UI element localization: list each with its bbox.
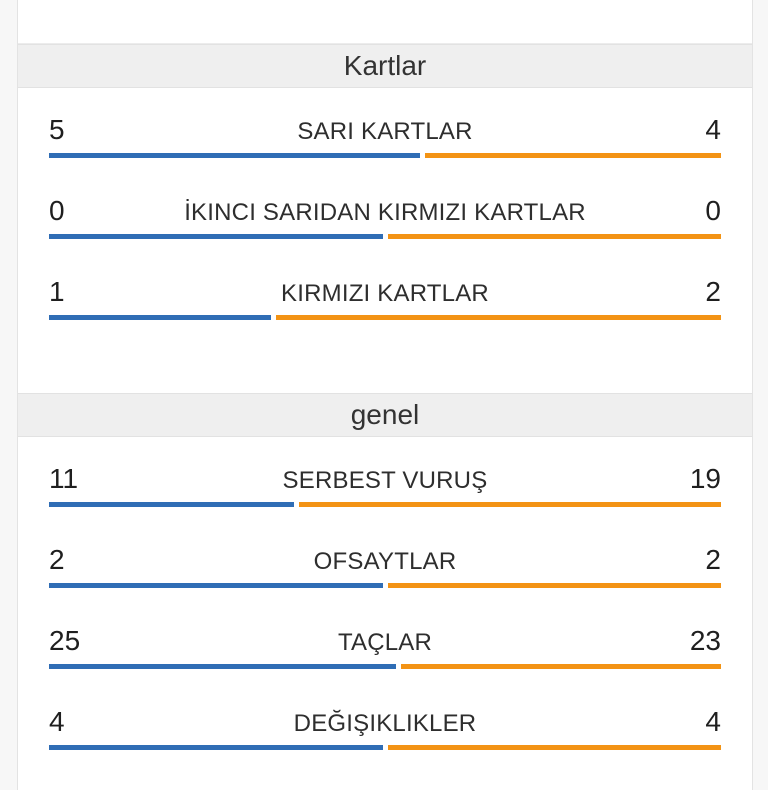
stat-row-offsides: 2 OFSAYTLAR 2 — [49, 542, 721, 602]
stat-row-second-yellow-red: 0 İKINCI SARIDAN KIRMIZI KARTLAR 0 — [49, 193, 721, 253]
stat-label: SERBEST VURUŞ — [282, 467, 488, 494]
away-value: 19 — [689, 463, 721, 494]
home-value: 2 — [49, 544, 65, 575]
home-value: 0 — [49, 195, 65, 226]
stat-label: TAÇLAR — [337, 629, 433, 656]
home-value: 25 — [49, 625, 81, 656]
home-value: 5 — [49, 114, 65, 145]
stat-row-free-kicks: 11 SERBEST VURUŞ 19 — [49, 461, 721, 521]
divider — [18, 43, 752, 44]
away-bar — [276, 315, 721, 320]
away-value: 0 — [705, 195, 721, 226]
away-value: 23 — [689, 625, 721, 656]
away-bar — [401, 664, 721, 669]
stat-row-substitutions: 4 DEĞIŞIKLIKLER 4 — [49, 704, 721, 764]
section-header-general: genel — [18, 393, 752, 437]
away-bar — [388, 583, 721, 588]
stat-label: SARI KARTLAR — [297, 118, 473, 145]
away-bar — [388, 745, 721, 750]
home-value: 4 — [49, 706, 65, 737]
home-bar — [49, 502, 294, 507]
stat-label: OFSAYTLAR — [313, 548, 457, 575]
stat-label: DEĞIŞIKLIKLER — [293, 710, 477, 737]
away-bar — [425, 153, 721, 158]
match-stats-card: Kartlar 5 SARI KARTLAR 4 0 İKINCI SARIDA… — [17, 0, 753, 790]
stat-row-throw-ins: 25 TAÇLAR 23 — [49, 623, 721, 683]
away-bar — [299, 502, 721, 507]
home-value: 11 — [49, 463, 79, 494]
stat-label: İKINCI SARIDAN KIRMIZI KARTLAR — [184, 199, 586, 226]
home-bar — [49, 315, 271, 320]
stat-row-yellow-cards: 5 SARI KARTLAR 4 — [49, 112, 721, 172]
home-bar — [49, 664, 396, 669]
away-value: 4 — [705, 114, 721, 145]
home-bar — [49, 745, 383, 750]
section-header-cards: Kartlar — [18, 44, 752, 88]
away-value: 2 — [705, 544, 721, 575]
stat-row-red-cards: 1 KIRMIZI KARTLAR 2 — [49, 274, 721, 334]
home-value: 1 — [49, 276, 65, 307]
away-value: 4 — [705, 706, 721, 737]
away-bar — [388, 234, 721, 239]
home-bar — [49, 153, 420, 158]
stat-label: KIRMIZI KARTLAR — [281, 280, 489, 307]
away-value: 2 — [705, 276, 721, 307]
home-bar — [49, 583, 383, 588]
home-bar — [49, 234, 383, 239]
